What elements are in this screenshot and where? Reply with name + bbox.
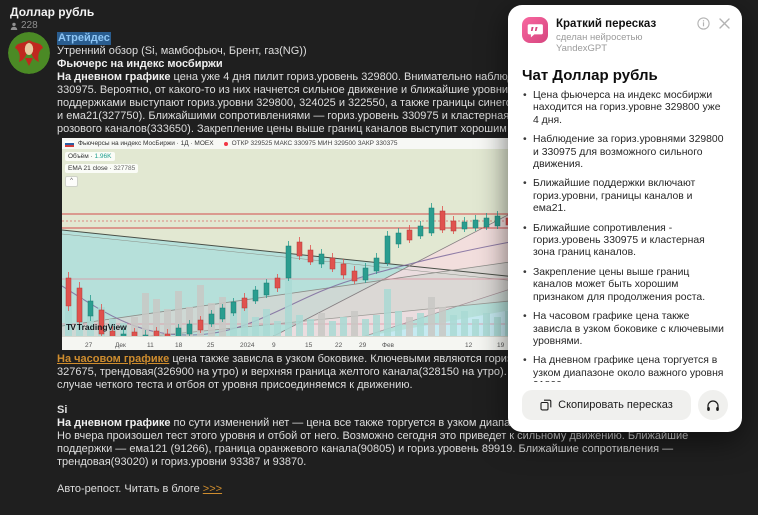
summary-bullet: Ближайшие поддержки включают гориз.уровн… (522, 178, 728, 215)
members-count-value: 228 (21, 20, 38, 31)
ema-legend: EMA 21 close · 327785 (65, 164, 139, 173)
x-axis-label: Фев (382, 342, 395, 349)
summary-app-icon (522, 17, 548, 43)
x-axis-label: 9 (272, 342, 276, 349)
x-axis-label: 15 (305, 342, 313, 349)
person-icon (10, 22, 18, 30)
summary-title: Краткий пересказ (556, 18, 657, 30)
si-heading: Si (57, 404, 68, 416)
summary-bullet: Наблюдение за гориз.уровнями 329800 и 33… (522, 134, 728, 171)
collapse-chart-button[interactable]: ^ (65, 176, 78, 187)
info-icon (697, 17, 710, 30)
quote-bubble-icon (527, 24, 543, 38)
tradingview-logo: TV TradingView (66, 322, 127, 332)
x-axis-label: 11 (147, 342, 154, 349)
volume-legend: Объём · 1.96K (65, 152, 115, 161)
x-axis-label: Дек (115, 342, 126, 349)
chart-ohlc: ОТКР 329525 МАКС 330975 МИН 329500 ЗАКР … (231, 140, 398, 147)
repost-footer: Авто-репост. Читать в блоге >>> (57, 483, 702, 496)
summary-bullet: Цена фьючерса на индекс мосбиржи находит… (522, 90, 728, 127)
summary-bullet: Ближайшие сопротивления - гориз.уровень … (522, 223, 728, 260)
summary-heading: Чат Доллар рубль (522, 67, 658, 84)
futures-heading: Фьючерс на индекс мосбиржи (57, 58, 223, 70)
avatar-crest-icon (8, 32, 50, 74)
author-link[interactable]: Атрейдес (57, 32, 111, 45)
ru-flag-icon (65, 140, 74, 147)
info-button[interactable] (697, 17, 710, 30)
market-status-dot (223, 141, 228, 146)
page-header: Доллар рубль 228 (0, 0, 758, 31)
summary-footer: Скопировать пересказ (522, 390, 728, 420)
x-axis-label: 2024 (240, 342, 255, 349)
close-icon (719, 18, 730, 29)
summary-bullets: Цена фьючерса на индекс мосбиржи находит… (522, 90, 728, 382)
x-axis-label: 29 (359, 342, 367, 349)
chart-instrument: Фьючерсы на индекс МосБиржи · 1Д · MOEX (78, 140, 214, 147)
x-axis-label: 22 (335, 342, 343, 349)
copy-summary-button[interactable]: Скопировать пересказ (522, 390, 691, 420)
summary-bullet: На дневном графике цена торгуется в узко… (522, 355, 728, 382)
x-axis-label: 27 (85, 342, 93, 349)
close-button[interactable] (719, 18, 730, 29)
x-axis-label: 18 (175, 342, 183, 349)
si-daily-label: На дневном графике (57, 417, 171, 429)
chart-x-axis: 27 Дек 11 18 25 2024 9 15 22 29 Фев 12 19 (62, 336, 622, 350)
repost-text: Авто-репост. Читать в блоге (57, 483, 203, 495)
x-axis-label: 25 (207, 342, 215, 349)
avatar[interactable] (8, 32, 50, 74)
chart-legend: Фьючерсы на индекс МосБиржи · 1Д · MOEX … (62, 138, 622, 149)
summary-panel: Краткий пересказ сделан нейросетью Yande… (508, 5, 742, 432)
listen-button[interactable] (698, 390, 728, 420)
summary-panel-header: Краткий пересказ сделан нейросетью Yande… (522, 17, 730, 54)
x-axis-label: 19 (497, 342, 505, 349)
hourly-link[interactable]: На часовом графике (57, 353, 170, 365)
chart-plot (62, 138, 622, 345)
members-count: 228 (10, 20, 748, 31)
summary-bullet: На часовом графике цена также зависла в … (522, 311, 728, 348)
daily-label: На дневном графике (57, 71, 171, 83)
x-axis-label: 12 (465, 342, 473, 349)
headphones-icon (707, 399, 719, 411)
post-intro: Утренний обзор (Si, мамбофьюч, Брент, га… (57, 45, 307, 57)
summary-bullet: Закрепление цены выше границ каналов мож… (522, 267, 728, 304)
page-title: Доллар рубль (10, 5, 95, 19)
copy-summary-label: Скопировать пересказ (558, 399, 673, 411)
summary-subtitle: сделан нейросетью YandexGPT (556, 32, 643, 54)
copy-icon (540, 399, 552, 411)
blog-link[interactable]: >>> (202, 483, 223, 495)
